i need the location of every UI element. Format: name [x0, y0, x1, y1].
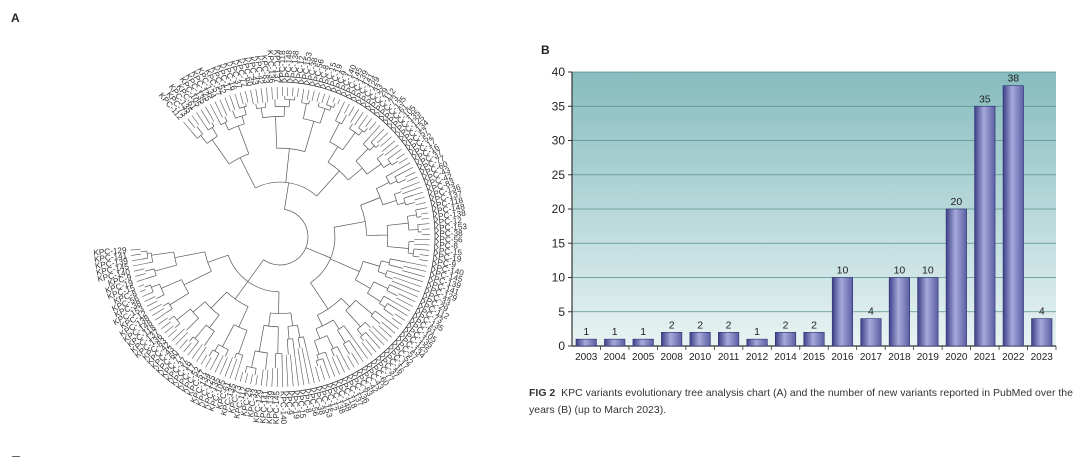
tree-leaf-label: KPC-83: [259, 55, 271, 85]
bar-2005: [632, 338, 654, 347]
data-label-2019: 10: [922, 265, 934, 277]
bar-2003: [575, 338, 597, 347]
tree-leaf-label: KPC-56: [434, 235, 463, 245]
bar-2020: [945, 208, 967, 347]
phylogenetic-tree: KPC-112KPC-73KPC-135KPC-61KPC-105KPC-135…: [93, 49, 468, 424]
caption-fig-number: FIG 2: [529, 387, 556, 399]
y-tick-label: 15: [552, 236, 566, 250]
x-tick-label-2004: 2004: [604, 352, 627, 362]
data-label-2023: 4: [1039, 306, 1045, 318]
x-tick-label-2021: 2021: [974, 352, 997, 362]
tree-leaf-labels: KPC-112KPC-73KPC-135KPC-61KPC-105KPC-135…: [93, 49, 468, 424]
tree-leaf-label: KPC-118: [278, 50, 288, 83]
x-tick-label-2018: 2018: [888, 352, 911, 362]
bar-2023: [1031, 318, 1053, 347]
data-label-2020: 20: [951, 196, 963, 208]
x-tick-label-2022: 2022: [1002, 352, 1025, 362]
data-label-2003: 1: [583, 326, 589, 338]
tree-leaf-label: KPC-9: [284, 391, 294, 416]
x-tick-label-2010: 2010: [689, 352, 712, 362]
bar-2004: [604, 338, 626, 347]
bar-2010: [689, 331, 711, 347]
bar-2019: [917, 277, 939, 347]
data-label-2021: 35: [979, 93, 991, 105]
y-tick-label: 40: [552, 65, 566, 79]
x-tick-label-2003: 2003: [575, 352, 598, 362]
tree-leaf-label: KPC-12: [433, 216, 463, 228]
data-label-2014: 2: [783, 319, 789, 331]
data-label-2010: 2: [697, 319, 703, 331]
tree-leaf-label: KPC-153: [434, 222, 468, 233]
tree-leaf-label: KPC-139: [265, 390, 276, 424]
tree-leaf-label: KPC-129: [93, 246, 127, 258]
bar-2018: [888, 277, 910, 347]
data-label-2018: 10: [894, 265, 906, 277]
y-tick-label: 35: [552, 99, 566, 113]
tree-leaf-label: KPC-140: [278, 391, 288, 425]
tree-leaf-label: KPC-15: [295, 389, 308, 419]
y-tick-label: 10: [552, 271, 566, 285]
bar-2011: [718, 331, 740, 347]
data-label-2004: 1: [612, 326, 618, 338]
panel-b-label: B: [541, 43, 550, 57]
data-label-2005: 1: [640, 326, 646, 338]
tree-leaf-label: KPC-141: [258, 390, 270, 424]
x-tick-label-2019: 2019: [917, 352, 940, 362]
tree-leaf-label: KPC-138: [289, 50, 301, 84]
data-label-2016: 10: [837, 265, 849, 277]
bar-2021: [974, 105, 996, 347]
x-tick-label-2020: 2020: [945, 352, 968, 362]
x-tick-label-2016: 2016: [831, 352, 854, 362]
tree-leaf-label: KPC-148: [283, 49, 294, 83]
x-tick-label-2017: 2017: [860, 352, 883, 362]
panel-a-label: A: [11, 11, 20, 25]
y-tick-label: 30: [552, 134, 566, 148]
x-tick-label-2012: 2012: [746, 352, 769, 362]
figure-caption: FIG 2 KPC variants evolutionary tree ana…: [529, 385, 1074, 419]
tree-leaf-label: KPC-42: [253, 55, 266, 85]
x-tick-label-2014: 2014: [774, 352, 797, 362]
y-tick-label: 0: [558, 339, 565, 353]
data-label-2017: 4: [868, 306, 874, 318]
bar-2016: [831, 277, 854, 347]
x-tick-label-2023: 2023: [1031, 352, 1054, 362]
tree-leaf-label: KPC-9: [431, 257, 457, 270]
bar-2015: [803, 331, 825, 347]
data-label-2008: 2: [669, 319, 675, 331]
tree-leaf-label: KPC-138: [432, 209, 467, 222]
tree-branches: [130, 87, 430, 387]
tree-leaf-label: KPC-8: [434, 240, 459, 250]
bar-2012: [746, 338, 768, 347]
bar-2014: [774, 331, 797, 347]
tree-leaf-label: KPC-15: [433, 246, 463, 258]
x-tick-label-2008: 2008: [661, 352, 684, 362]
data-label-2011: 2: [726, 319, 732, 331]
x-tick-label-2015: 2015: [803, 352, 826, 362]
bar-2017: [860, 318, 882, 347]
tree-leaf-label: KPC-12: [294, 55, 307, 85]
x-tick-label-2011: 2011: [718, 352, 740, 362]
y-tick-label: 20: [552, 202, 566, 216]
tree-leaf-label: KPC-141: [94, 251, 129, 264]
tree-leaf-label: KPC-38: [434, 229, 463, 239]
tree-leaf-label: KPC-8: [300, 388, 313, 414]
tree-leaf-label: KPC-19: [289, 390, 301, 420]
tree-leaf-label: KPC-136: [266, 50, 277, 84]
caption-text: KPC variants evolutionary tree analysis …: [529, 387, 1073, 416]
data-label-2022: 38: [1007, 73, 1019, 85]
tree-leaf-label: KPC-145: [272, 390, 282, 424]
data-label-2012: 1: [754, 326, 760, 338]
x-tick-label-2005: 2005: [632, 352, 655, 362]
bar-chart: 0510152025303540120031200412005220082201…: [552, 65, 1057, 362]
bar-2008: [661, 331, 683, 347]
tree-leaf-label: KPC-19: [432, 251, 462, 264]
data-label-2015: 2: [811, 319, 817, 331]
tree-leaf-label: KPC-129: [252, 389, 265, 424]
y-tick-label: 25: [552, 168, 566, 182]
y-tick-label: 5: [558, 305, 565, 319]
bar-2022: [1002, 85, 1024, 347]
tree-leaf-label: KPC-137: [272, 50, 282, 84]
page-mark: [12, 456, 20, 457]
